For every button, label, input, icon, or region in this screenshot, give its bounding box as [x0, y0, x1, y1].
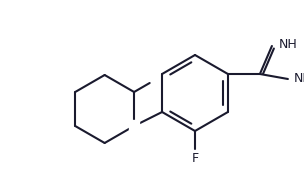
Bar — [129, 120, 139, 132]
Text: N: N — [130, 120, 139, 133]
Text: NH: NH — [279, 37, 298, 51]
Text: NH₂: NH₂ — [294, 73, 304, 86]
Text: F: F — [192, 152, 199, 165]
